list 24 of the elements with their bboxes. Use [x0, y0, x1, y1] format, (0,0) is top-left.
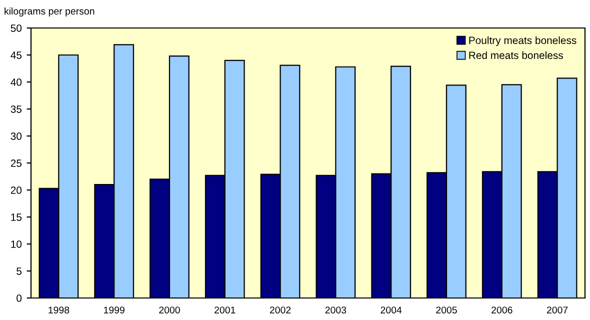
x-tick-label: 2004: [380, 306, 402, 314]
y-tick-label: 45: [10, 52, 22, 59]
y-tick-label: 10: [11, 240, 22, 248]
x-tick-label: 2000: [159, 306, 180, 314]
x-tick-label: 1998: [48, 306, 70, 314]
y-tick-label: 5: [16, 268, 22, 275]
x-tick-label: 2003: [325, 306, 346, 314]
y-tick-label: 30: [10, 132, 22, 140]
x-tick-label: 2002: [270, 306, 291, 314]
y-tick-label: 50: [10, 24, 22, 32]
x-tick-label: 2005: [436, 306, 457, 314]
x-tick-label: 2001: [214, 306, 236, 314]
y-tick-label: 15: [11, 214, 22, 221]
y-tick-label: 25: [10, 160, 22, 167]
y-tick-label: 0: [16, 294, 22, 302]
y-tick-label: 20: [10, 186, 22, 194]
legend-label: Red meats boneless: [469, 51, 563, 60]
y-tick-label: 35: [10, 106, 22, 113]
y-axis-title: kilograms per person: [4, 7, 94, 17]
x-tick-label: 2006: [492, 306, 512, 314]
x-tick-label: 2007: [546, 306, 568, 314]
x-tick-label: 1999: [104, 306, 124, 314]
y-tick-label: 40: [10, 78, 22, 86]
legend-label: Poultry meats boneless: [469, 36, 576, 46]
